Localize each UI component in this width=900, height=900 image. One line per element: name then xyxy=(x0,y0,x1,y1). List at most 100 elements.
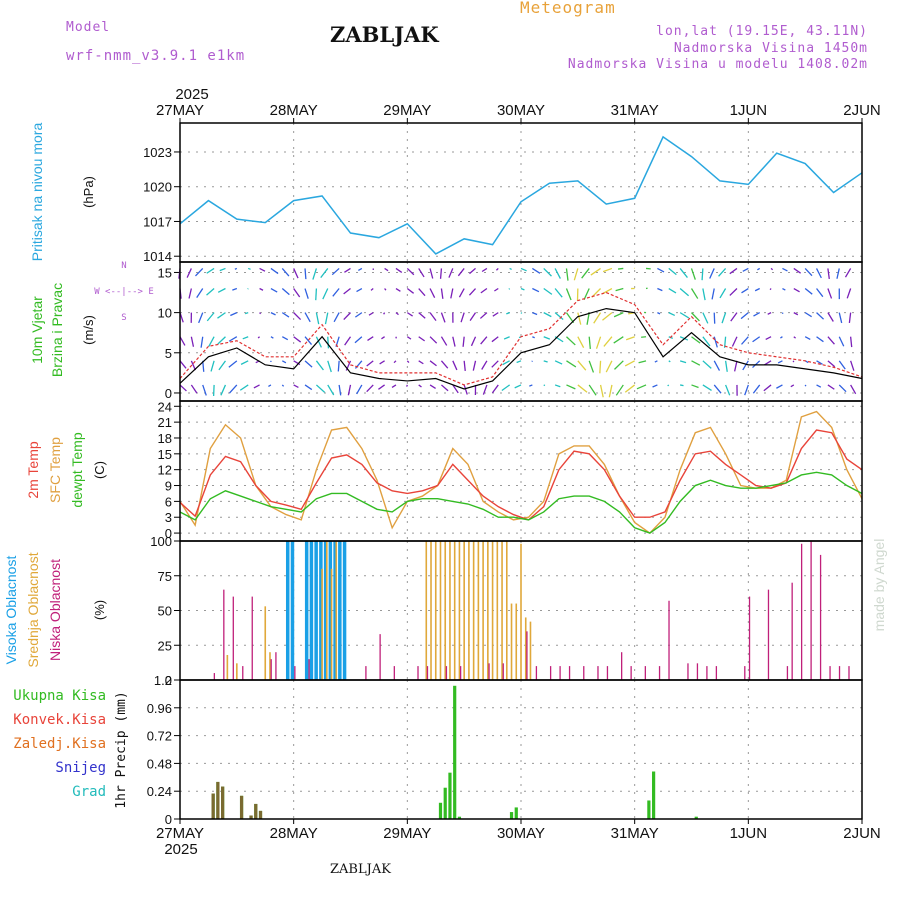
wind-barb xyxy=(577,384,588,393)
wind-barb xyxy=(667,384,670,387)
wind-barb xyxy=(327,360,332,373)
wind-barb xyxy=(816,360,823,365)
ytick-label: 18 xyxy=(158,431,172,446)
date-tick-top: 31MAY xyxy=(611,102,659,119)
wind-barb xyxy=(691,336,701,344)
wind-barb xyxy=(458,288,465,298)
wind-barb xyxy=(657,267,665,273)
wind-barb xyxy=(532,287,540,293)
wind-barb xyxy=(324,312,329,325)
wind-barb xyxy=(816,312,825,320)
wind-barb xyxy=(532,336,535,339)
cloud-bar-srednja xyxy=(501,541,503,680)
wind-barb xyxy=(652,384,658,388)
compass-s: S xyxy=(121,313,126,323)
cloud-bar-srednja xyxy=(520,543,522,680)
cloud-bar-visoka xyxy=(333,541,337,680)
wind-barb xyxy=(406,360,410,364)
wind-barb xyxy=(602,312,613,321)
cloud-bar-niska xyxy=(767,589,770,680)
cloud-bar-srednja xyxy=(439,541,442,680)
wind-barb xyxy=(217,336,226,345)
wind-barb xyxy=(680,384,684,387)
wind-barb xyxy=(384,288,387,291)
wind-barb xyxy=(188,288,192,299)
wind-barb xyxy=(304,268,307,280)
precip-bar-total xyxy=(509,812,514,819)
wind-barb xyxy=(543,267,552,277)
wind-barb xyxy=(624,360,635,367)
wind-barb xyxy=(593,312,602,324)
wind-barb xyxy=(440,288,444,299)
ytick-label: 1017 xyxy=(143,214,172,229)
wind-barb xyxy=(615,287,624,292)
wind-barb xyxy=(406,287,415,294)
compass-n: N xyxy=(121,261,126,271)
wind-barb xyxy=(838,360,846,370)
panel-frame-pressure xyxy=(179,122,863,263)
wind-barb xyxy=(494,287,499,292)
wind-barb xyxy=(281,288,290,296)
year-top: 2025 xyxy=(175,86,208,103)
wind-barb xyxy=(482,384,488,395)
wind-barb xyxy=(691,384,699,389)
wind-barb xyxy=(624,384,636,393)
wind-barb xyxy=(429,268,434,279)
wind-barb xyxy=(196,288,204,298)
wind-barb xyxy=(586,312,590,325)
wind-barb xyxy=(448,268,454,278)
wind-barb xyxy=(613,312,624,318)
cloud-bar-niska xyxy=(706,666,708,680)
model-elevation-label: Nadmorska Visina u modelu 1408.02m xyxy=(567,57,868,72)
wind-barb xyxy=(281,336,289,341)
wind-barb xyxy=(463,360,466,371)
wind-barb xyxy=(429,288,436,299)
wind-barb xyxy=(793,336,797,339)
wind-barb xyxy=(315,288,318,301)
wind-barb xyxy=(354,312,363,318)
wind-barb xyxy=(383,312,386,315)
wind-barb xyxy=(657,312,661,315)
wind-barb xyxy=(782,287,786,291)
wind-barb xyxy=(588,384,597,396)
cloud-bar-niska xyxy=(223,589,225,680)
cloud-bar-niska xyxy=(559,666,561,680)
wind-barb xyxy=(605,360,613,373)
elevation-label: Nadmorska Visina 1450m xyxy=(673,41,868,56)
precip-bar-freezing xyxy=(249,815,253,819)
wind-barb xyxy=(259,287,264,291)
cloud-bar-srednja xyxy=(444,541,447,680)
cloud-bar-niska xyxy=(275,652,277,680)
wind-barb xyxy=(846,288,852,299)
wind-barb xyxy=(418,336,426,342)
cloud-bar-srednja xyxy=(430,541,432,680)
cloud-bar-niska xyxy=(658,666,661,680)
date-tick-bottom: 28MAY xyxy=(270,825,318,842)
wind-barb xyxy=(378,384,385,390)
wind-barb xyxy=(198,312,204,324)
wind-barb xyxy=(599,384,604,398)
wind-barb xyxy=(668,360,671,363)
wind-barb xyxy=(711,288,715,300)
wind-barb xyxy=(730,312,738,322)
precip-bar-total xyxy=(448,772,452,819)
cloud-bar-visoka xyxy=(328,541,333,680)
ytick-label: 1023 xyxy=(143,145,172,160)
cloud-bar-srednja xyxy=(236,663,238,680)
wind-barb xyxy=(850,360,855,371)
wind-barb xyxy=(543,384,546,387)
wind-barb xyxy=(429,384,436,390)
wind-barb xyxy=(719,288,727,299)
wind-barb xyxy=(228,336,238,342)
wind-ylabel-sub: Brzina i Pravac xyxy=(49,283,65,377)
cloud-bar-niska xyxy=(393,666,395,680)
wind-barb xyxy=(713,384,722,394)
precip-bar-freezing xyxy=(258,810,263,819)
wind-barb xyxy=(804,336,811,341)
wind-barb xyxy=(406,267,415,276)
wind-barb xyxy=(230,312,238,317)
wind-barb xyxy=(543,287,553,295)
wind-barb xyxy=(502,360,510,366)
date-tick-top: 27MAY xyxy=(156,102,204,119)
cloud-ylabel-high: Visoka Oblacnost xyxy=(3,556,19,665)
